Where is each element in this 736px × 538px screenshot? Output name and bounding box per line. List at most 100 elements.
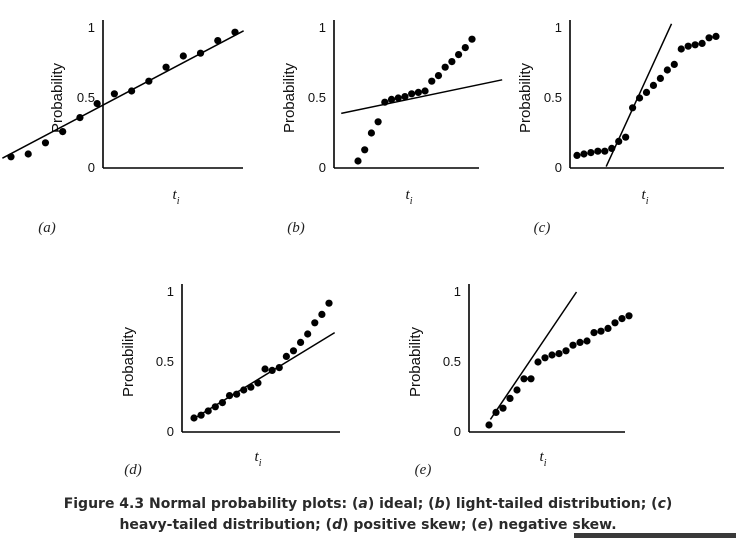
x-axis-label-c: ti [642, 187, 649, 207]
data-point-e-0 [485, 421, 493, 429]
data-point-e-6 [527, 375, 535, 383]
data-point-d-0 [190, 414, 198, 422]
data-point-a-8 [145, 77, 153, 85]
panel-label-b: (b) [287, 220, 305, 236]
data-point-c-14 [670, 60, 678, 68]
data-point-c-9 [635, 94, 644, 102]
caption-segment: ) heavy-tailed distribution; ( [119, 496, 673, 533]
data-point-d-7 [240, 386, 248, 394]
data-point-b-3 [374, 118, 382, 126]
data-point-d-3 [211, 403, 219, 411]
fit-line-b [341, 79, 503, 115]
data-point-d-16 [304, 330, 312, 338]
data-point-c-4 [601, 147, 609, 155]
data-point-d-18 [318, 310, 326, 318]
data-point-a-7 [128, 87, 136, 95]
data-point-b-16 [461, 44, 469, 52]
data-point-e-3 [506, 394, 514, 402]
chart-panel-c: 0 0.5 1 Probability ti (c) [517, 20, 724, 236]
panel-label-a: (a) [38, 220, 56, 236]
data-point-d-8 [247, 383, 255, 391]
y-tick-label-e-2: 1 [454, 284, 461, 299]
y-tick-label-c-0: 0 [555, 160, 562, 175]
data-point-d-5 [225, 392, 234, 400]
y-axis-label-c: Probability [517, 62, 534, 133]
data-point-a-4 [76, 114, 84, 122]
data-point-c-20 [712, 32, 720, 41]
caption-segment: ) light-tailed distribution; ( [444, 496, 658, 512]
y-tick-label-b-2: 1 [319, 20, 326, 35]
data-point-c-17 [691, 41, 699, 49]
data-point-c-13 [663, 66, 671, 74]
data-point-b-4 [381, 98, 389, 106]
data-point-b-14 [448, 58, 456, 66]
data-point-e-9 [548, 351, 556, 359]
data-point-e-14 [583, 337, 591, 345]
data-point-e-11 [562, 347, 570, 355]
y-tick-label-c-2: 1 [555, 20, 562, 35]
data-point-b-10 [421, 87, 429, 95]
data-point-d-1 [197, 411, 205, 419]
data-point-e-1 [492, 408, 500, 416]
chart-panel-d: 0 0.5 1 Probability ti (d) [120, 284, 340, 478]
caption-segment: a [358, 496, 368, 512]
data-point-c-3 [594, 147, 602, 155]
data-point-e-4 [513, 386, 521, 394]
data-point-c-19 [705, 34, 713, 42]
data-point-e-7 [534, 358, 542, 366]
data-point-d-15 [296, 338, 305, 346]
y-tick-label-c-1: 0.5 [544, 90, 562, 105]
data-point-d-2 [204, 407, 212, 415]
data-point-e-16 [597, 327, 605, 335]
data-point-c-8 [629, 104, 637, 112]
x-axis-label-e: ti [540, 449, 547, 469]
y-tick-label-b-1: 0.5 [308, 90, 326, 105]
data-point-e-10 [555, 350, 563, 358]
data-point-a-10 [179, 52, 187, 60]
data-point-e-20 [625, 312, 633, 320]
y-tick-label-d-2: 1 [167, 284, 174, 299]
data-point-c-1 [580, 150, 588, 158]
y-axis-label-d: Probability [120, 326, 137, 397]
data-point-b-1 [361, 146, 369, 154]
data-point-b-13 [441, 63, 449, 71]
data-point-b-9 [414, 88, 422, 96]
data-point-c-16 [684, 42, 692, 50]
data-point-a-3 [59, 128, 67, 136]
data-point-a-9 [162, 63, 170, 71]
data-point-b-8 [408, 90, 416, 98]
data-point-d-12 [275, 364, 283, 372]
data-point-a-0 [7, 153, 15, 161]
data-point-b-6 [394, 94, 402, 102]
fit-line-a [2, 30, 244, 159]
y-tick-label-d-0: 0 [167, 424, 174, 439]
data-point-e-8 [541, 354, 549, 362]
data-point-b-17 [468, 35, 476, 43]
chart-panel-a: 0 0.5 1 Probability ti (a) [2, 20, 244, 236]
fit-line-e [489, 291, 578, 420]
data-point-e-13 [576, 338, 584, 346]
data-point-c-2 [587, 149, 595, 157]
y-tick-label-e-0: 0 [454, 424, 461, 439]
data-point-a-1 [24, 150, 32, 158]
data-point-d-11 [268, 366, 276, 374]
y-axis-label-e: Probability [407, 326, 424, 397]
caption-segment: c [657, 496, 666, 512]
data-point-b-11 [428, 77, 436, 85]
caption-segment: ) ideal; ( [367, 496, 435, 512]
caption-segment: ) negative skew. [487, 517, 617, 533]
y-tick-label-a-0: 0 [88, 160, 95, 175]
panel-label-d: (d) [124, 462, 142, 478]
data-point-e-19 [618, 315, 626, 323]
data-point-c-15 [677, 45, 685, 53]
data-point-b-15 [454, 51, 463, 59]
figure-caption: Figure 4.3 Normal probability plots: (a)… [40, 494, 696, 536]
data-point-c-7 [622, 133, 630, 141]
y-axis-label-b: Probability [281, 62, 298, 133]
data-point-a-12 [214, 37, 222, 45]
caption-segment: d [332, 517, 343, 533]
data-point-e-12 [569, 341, 577, 349]
y-axis-label-a: Probability [49, 62, 66, 133]
data-point-e-15 [590, 329, 598, 337]
